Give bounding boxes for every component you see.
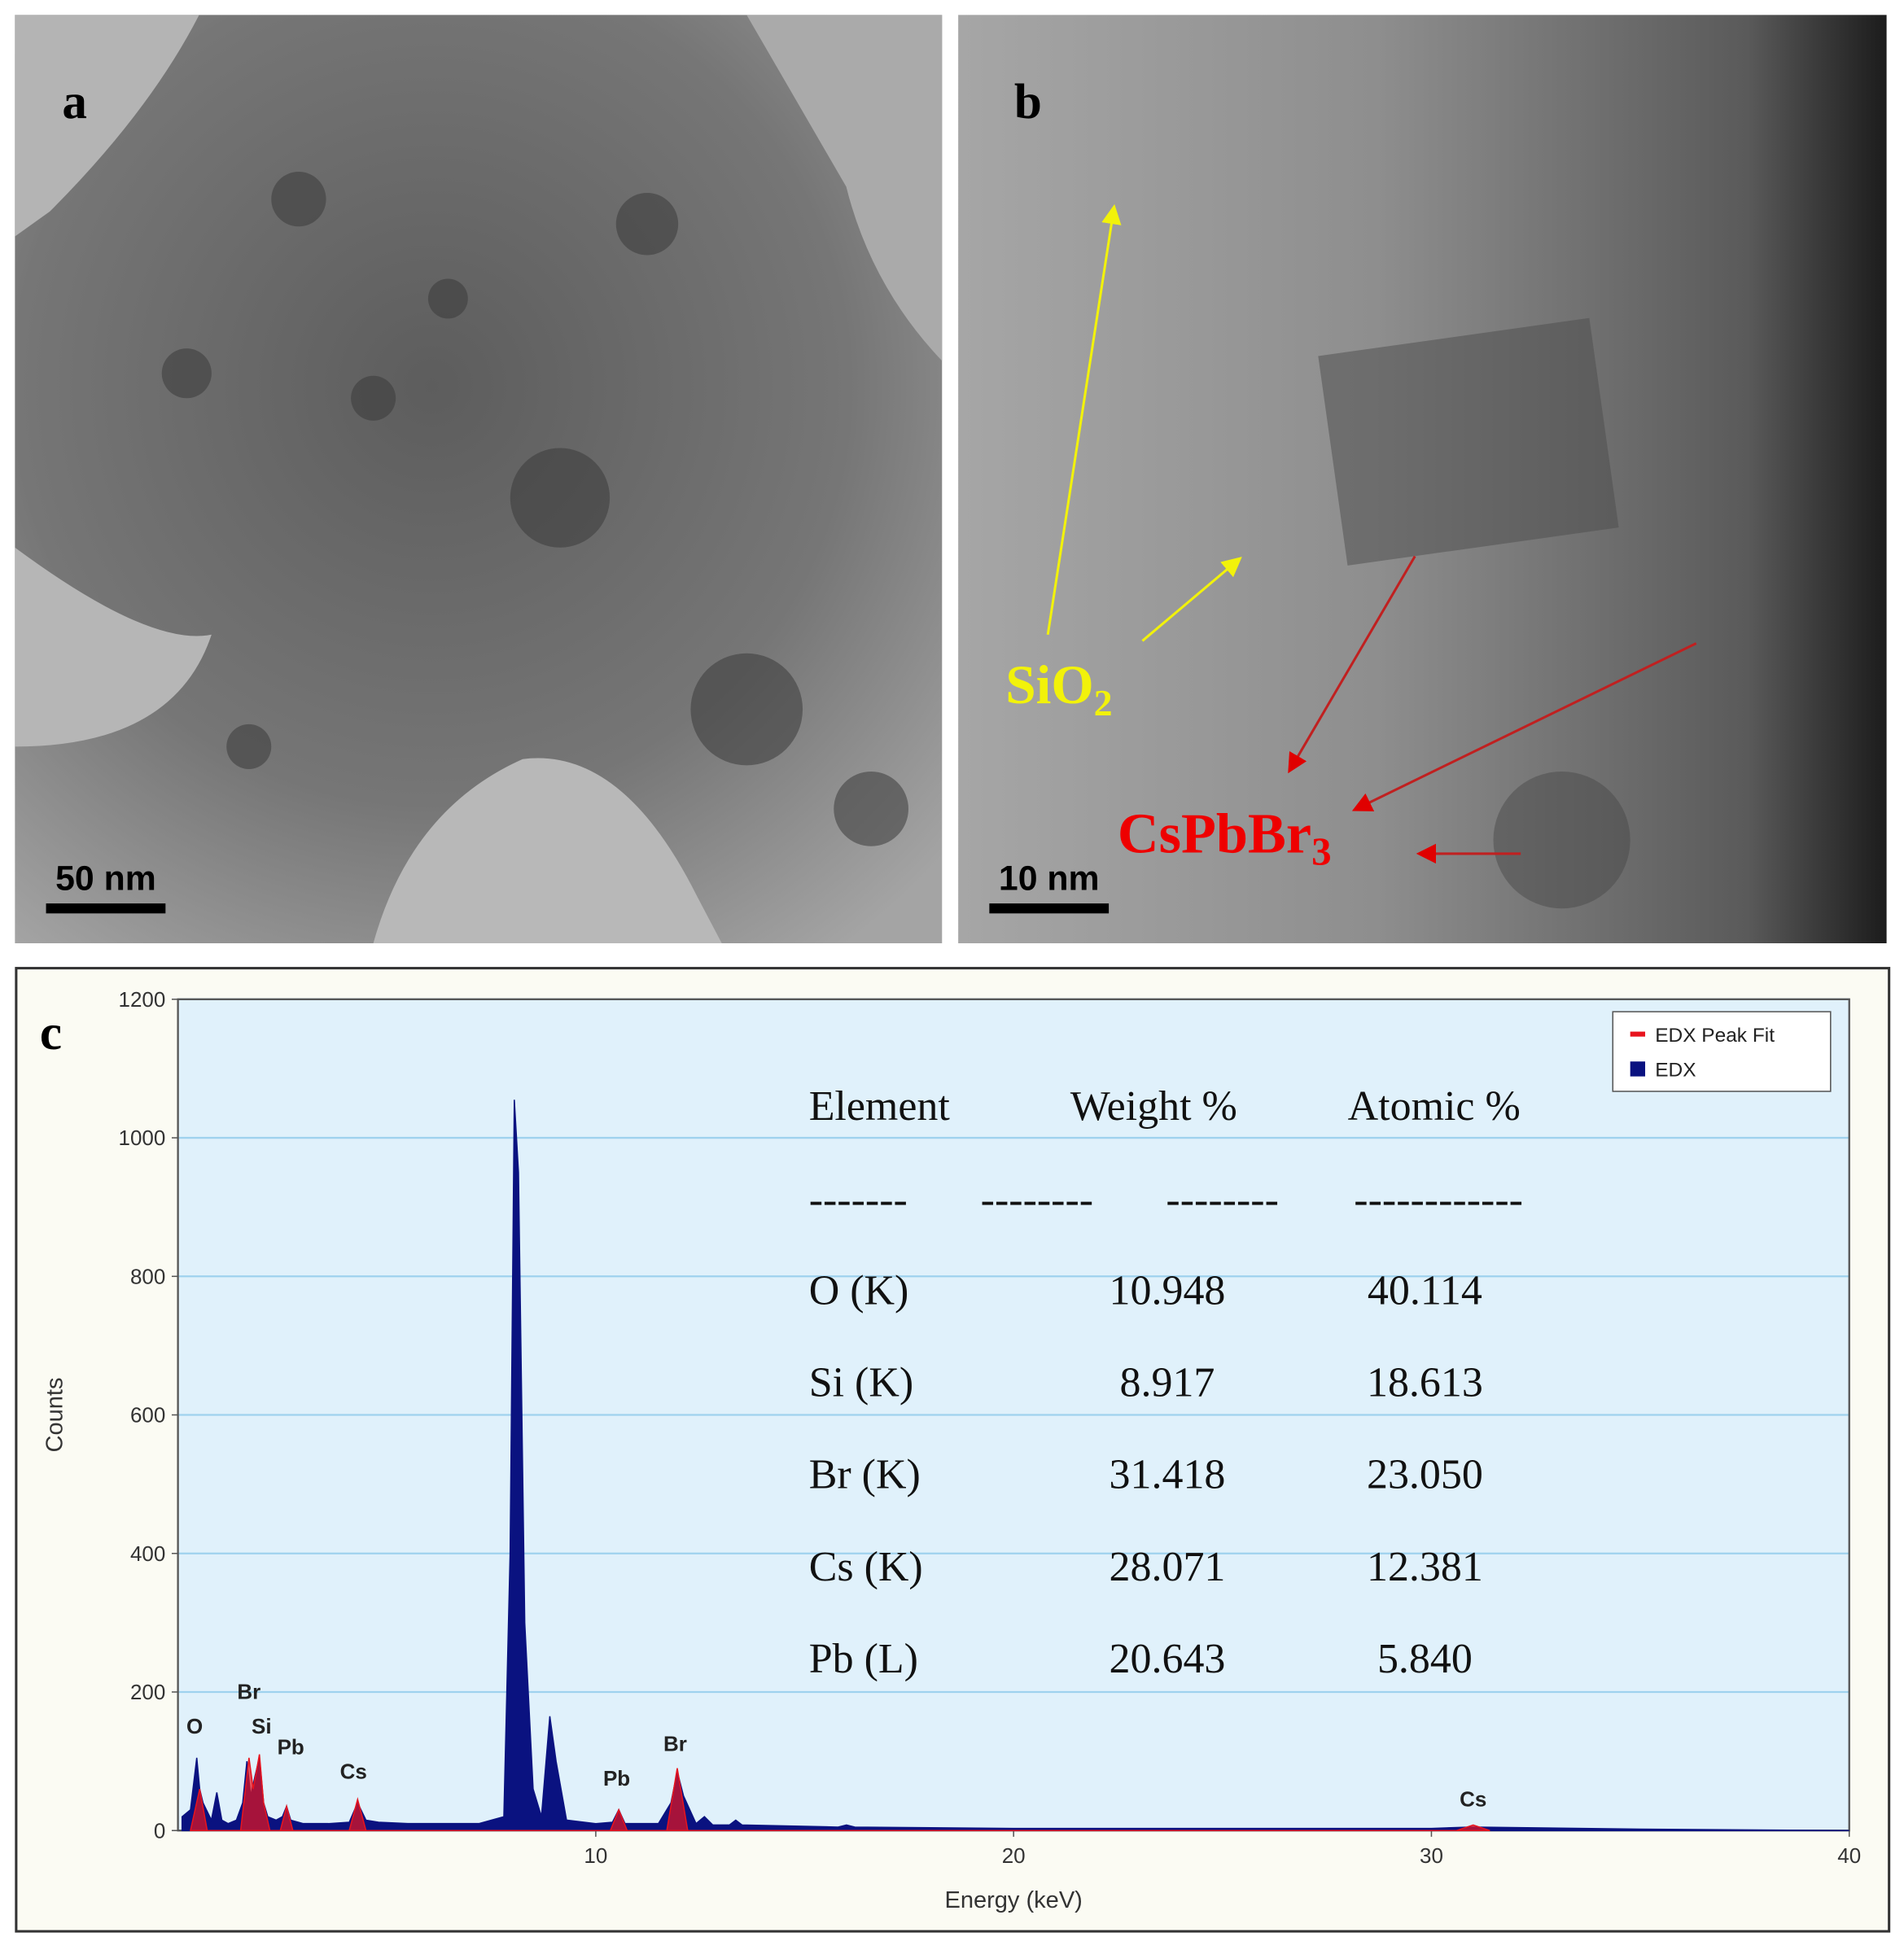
- legend-label: EDX Peak Fit: [1655, 1025, 1775, 1047]
- image-region: [373, 758, 722, 944]
- peak-label: Si: [252, 1714, 272, 1738]
- spectrum: [181, 1100, 1849, 1831]
- annotation: SiO2: [1005, 654, 1112, 724]
- arrow: [1288, 555, 1416, 774]
- table-header: Element: [809, 1083, 951, 1130]
- peak-label: Pb: [278, 1735, 304, 1760]
- peak-label: Br: [237, 1679, 260, 1703]
- image-region: [15, 15, 199, 237]
- arrow: [1351, 642, 1697, 811]
- legend-swatch: [1630, 1061, 1646, 1077]
- y-tick-label: 800: [130, 1264, 165, 1288]
- table-value: 18.613: [1367, 1360, 1483, 1406]
- y-axis-label: Counts: [42, 1378, 68, 1453]
- annotation-text: SiO: [1005, 654, 1093, 715]
- annotation: CsPbBr3: [1118, 802, 1332, 873]
- table-value: 5.840: [1377, 1636, 1473, 1682]
- table-divider: ------------: [1354, 1177, 1523, 1223]
- y-tick-label: 400: [130, 1541, 165, 1566]
- table-value: 28.071: [1110, 1544, 1226, 1590]
- table-divider: --------: [981, 1177, 1093, 1223]
- panel-b: b SiO2 CsPbBr3 10 nm: [958, 15, 1887, 944]
- scale-bar: [989, 903, 1110, 914]
- peak-label: Br: [663, 1731, 687, 1755]
- peak-label: Cs: [340, 1759, 367, 1783]
- y-tick-label: 600: [130, 1403, 165, 1428]
- nanocrystal: [1493, 772, 1630, 909]
- table-element: O (K): [809, 1267, 909, 1314]
- table-value: 8.917: [1120, 1360, 1215, 1406]
- legend-label: EDX: [1655, 1060, 1696, 1082]
- table-value: 12.381: [1367, 1544, 1483, 1590]
- x-axis-label: Energy (keV): [944, 1887, 1082, 1913]
- table-element: Pb (L): [809, 1636, 918, 1682]
- image-region: [746, 15, 943, 361]
- panel-label: b: [1014, 75, 1042, 129]
- scale-bar-label: 10 nm: [999, 859, 1100, 898]
- table-value: 31.418: [1110, 1452, 1226, 1498]
- arrow: [1046, 203, 1122, 636]
- y-tick-label: 1000: [119, 1126, 166, 1150]
- panel-a: a 50 nm: [15, 15, 943, 944]
- panel-label: a: [62, 75, 87, 129]
- particles: [161, 172, 908, 846]
- table-value: 20.643: [1110, 1636, 1226, 1682]
- table-element: Cs (K): [809, 1544, 923, 1590]
- image-region: [15, 547, 212, 747]
- table-header: Weight %: [1070, 1083, 1237, 1130]
- edx-chart: 0 200 400 600 800 1000 1200 10 20 30 40 Energy (keV…: [42, 987, 1861, 1913]
- spectrum: [190, 1754, 1490, 1831]
- nanocrystal: [1318, 317, 1619, 566]
- annotation-subscript: 3: [1311, 829, 1331, 874]
- x-tick-label: 40: [1837, 1843, 1861, 1868]
- table-value: 10.948: [1110, 1267, 1226, 1314]
- table-value: 40.114: [1368, 1267, 1482, 1314]
- x-tick-label: 10: [584, 1843, 607, 1868]
- annotation-subscript: 2: [1094, 682, 1113, 724]
- peak-label: O: [186, 1714, 203, 1738]
- y-tick-label: 200: [130, 1680, 165, 1704]
- table-value: 23.050: [1367, 1452, 1483, 1498]
- table-divider: -------: [809, 1177, 908, 1223]
- table-element: Br (K): [809, 1452, 921, 1498]
- scale-bar: [46, 903, 166, 914]
- x-tick-label: 30: [1420, 1843, 1443, 1868]
- table-element: Si (K): [809, 1360, 913, 1406]
- peak-label: Cs: [1460, 1786, 1486, 1811]
- arrow: [1141, 557, 1242, 642]
- x-tick-label: 20: [1002, 1843, 1026, 1868]
- scale-bar-label: 50 nm: [55, 859, 156, 898]
- table-divider: --------: [1166, 1177, 1278, 1223]
- table-header: Atomic %: [1348, 1083, 1521, 1130]
- panel-label: c: [40, 1006, 62, 1060]
- peak-label: Pb: [603, 1766, 630, 1790]
- y-tick-label: 1200: [119, 987, 166, 1012]
- annotation-text: CsPbBr: [1118, 802, 1311, 865]
- y-tick-label: 0: [154, 1818, 165, 1843]
- legend: [1612, 1011, 1832, 1092]
- legend-swatch: [1630, 1031, 1646, 1037]
